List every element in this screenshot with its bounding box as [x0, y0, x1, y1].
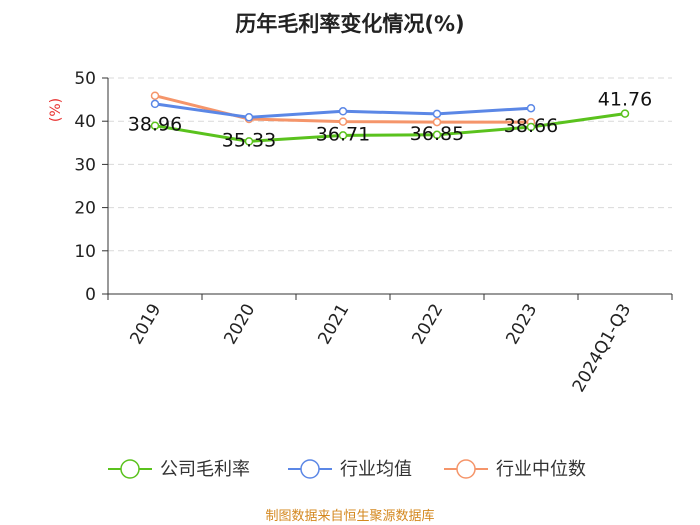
data-point — [620, 109, 630, 118]
x-tick-label: 2019 — [126, 301, 165, 348]
data-point — [338, 107, 348, 116]
data-point — [244, 137, 254, 146]
data-point — [150, 99, 160, 109]
x-tick-label: 2022 — [408, 301, 447, 348]
y-tick-label: 50 — [74, 69, 96, 89]
legend-label[interactable]: 公司毛利率 — [160, 459, 250, 480]
data-label: 41.76 — [598, 89, 652, 111]
y-tick-label: 0 — [85, 285, 96, 305]
y-tick-label: 30 — [74, 155, 96, 175]
chart-title: 历年毛利率变化情况(%) — [235, 12, 464, 36]
legend[interactable]: 公司毛利率 行业均值 行业中位数 — [108, 459, 586, 480]
data-label: 36.85 — [410, 123, 464, 145]
data-point — [338, 131, 348, 140]
data-point — [526, 122, 536, 132]
data-point — [150, 121, 160, 130]
x-tick-label: 2020 — [220, 301, 259, 348]
y-tick-label: 10 — [74, 242, 96, 262]
data-point — [432, 117, 442, 127]
data-point — [432, 109, 442, 119]
data-point — [338, 117, 348, 126]
data-labels: 38.96 35.33 36.71 36.85 38.66 41.76 — [128, 89, 652, 152]
legend-marker[interactable] — [300, 459, 320, 479]
data-point — [244, 113, 254, 122]
data-label: 36.71 — [316, 123, 370, 145]
data-point — [432, 130, 442, 140]
data-point — [150, 91, 160, 100]
source-note: 制图数据来自恒生聚源数据库 — [265, 508, 434, 524]
x-tick-label: 2021 — [314, 301, 353, 348]
y-tick-label: 40 — [74, 112, 96, 132]
data-point — [526, 103, 536, 113]
legend-label[interactable]: 行业中位数 — [496, 459, 586, 480]
series-lines — [150, 91, 630, 146]
data-label: 38.66 — [504, 115, 558, 137]
y-axis-unit-label: (%) — [48, 98, 64, 122]
legend-marker[interactable] — [456, 459, 476, 479]
series-line — [154, 112, 626, 143]
x-tick-label: 2023 — [502, 301, 541, 348]
legend-marker[interactable] — [120, 459, 140, 479]
y-tick-label: 20 — [74, 199, 96, 219]
legend-label[interactable]: 行业均值 — [340, 459, 412, 480]
data-label: 38.96 — [128, 114, 182, 136]
x-tick-label: 2024Q1-Q3 — [569, 301, 636, 396]
data-label: 35.33 — [222, 129, 276, 151]
